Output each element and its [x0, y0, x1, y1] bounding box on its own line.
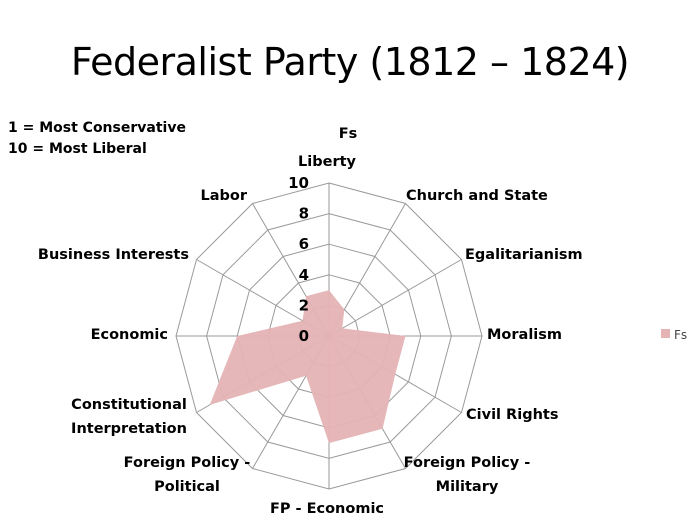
legend-label: Fs	[674, 328, 687, 342]
tick-label: 6	[299, 235, 309, 253]
legend: Fs	[661, 328, 687, 342]
scale-note: 1 = Most Conservative 10 = Most Liberal	[8, 118, 186, 160]
axis-label: Moralism	[487, 327, 562, 343]
axis-label: Egalitarianism	[465, 247, 583, 263]
axis-label: Economic	[91, 327, 168, 343]
tick-label: 8	[299, 205, 309, 223]
axis-label: Business Interests	[38, 247, 189, 263]
axis-label: Foreign Policy -Political	[124, 455, 251, 495]
axis-label: Civil Rights	[466, 407, 558, 423]
scale-note-liberal: 10 = Most Liberal	[8, 141, 147, 157]
series-area-Fs	[209, 290, 406, 444]
tick-label: 0	[299, 327, 309, 345]
axis-label: Liberty	[298, 154, 357, 170]
tick-label: 4	[299, 266, 309, 284]
radar-series	[209, 290, 406, 444]
axis-label: FP - Economic	[270, 501, 384, 517]
slide-title: Federalist Party (1812 – 1824)	[70, 40, 630, 84]
axis-label: Constitutional Interpretation	[71, 397, 187, 437]
chart-title: Fs	[339, 126, 358, 142]
category-labels: Liberty Church and State Egalitarianism Mor…	[38, 154, 583, 517]
axis-label: Labor	[200, 188, 247, 204]
tick-label: 10	[288, 174, 309, 192]
tick-label: 2	[299, 296, 309, 314]
radial-ticks: 0 2 4 6 8 10	[288, 174, 309, 345]
axis-label: Foreign Policy -Military	[404, 455, 531, 495]
scale-note-conservative: 1 = Most Conservative	[8, 120, 186, 136]
axis-label: Church and State	[406, 188, 548, 204]
legend-swatch	[661, 329, 670, 338]
grid-spoke	[328, 259, 462, 337]
